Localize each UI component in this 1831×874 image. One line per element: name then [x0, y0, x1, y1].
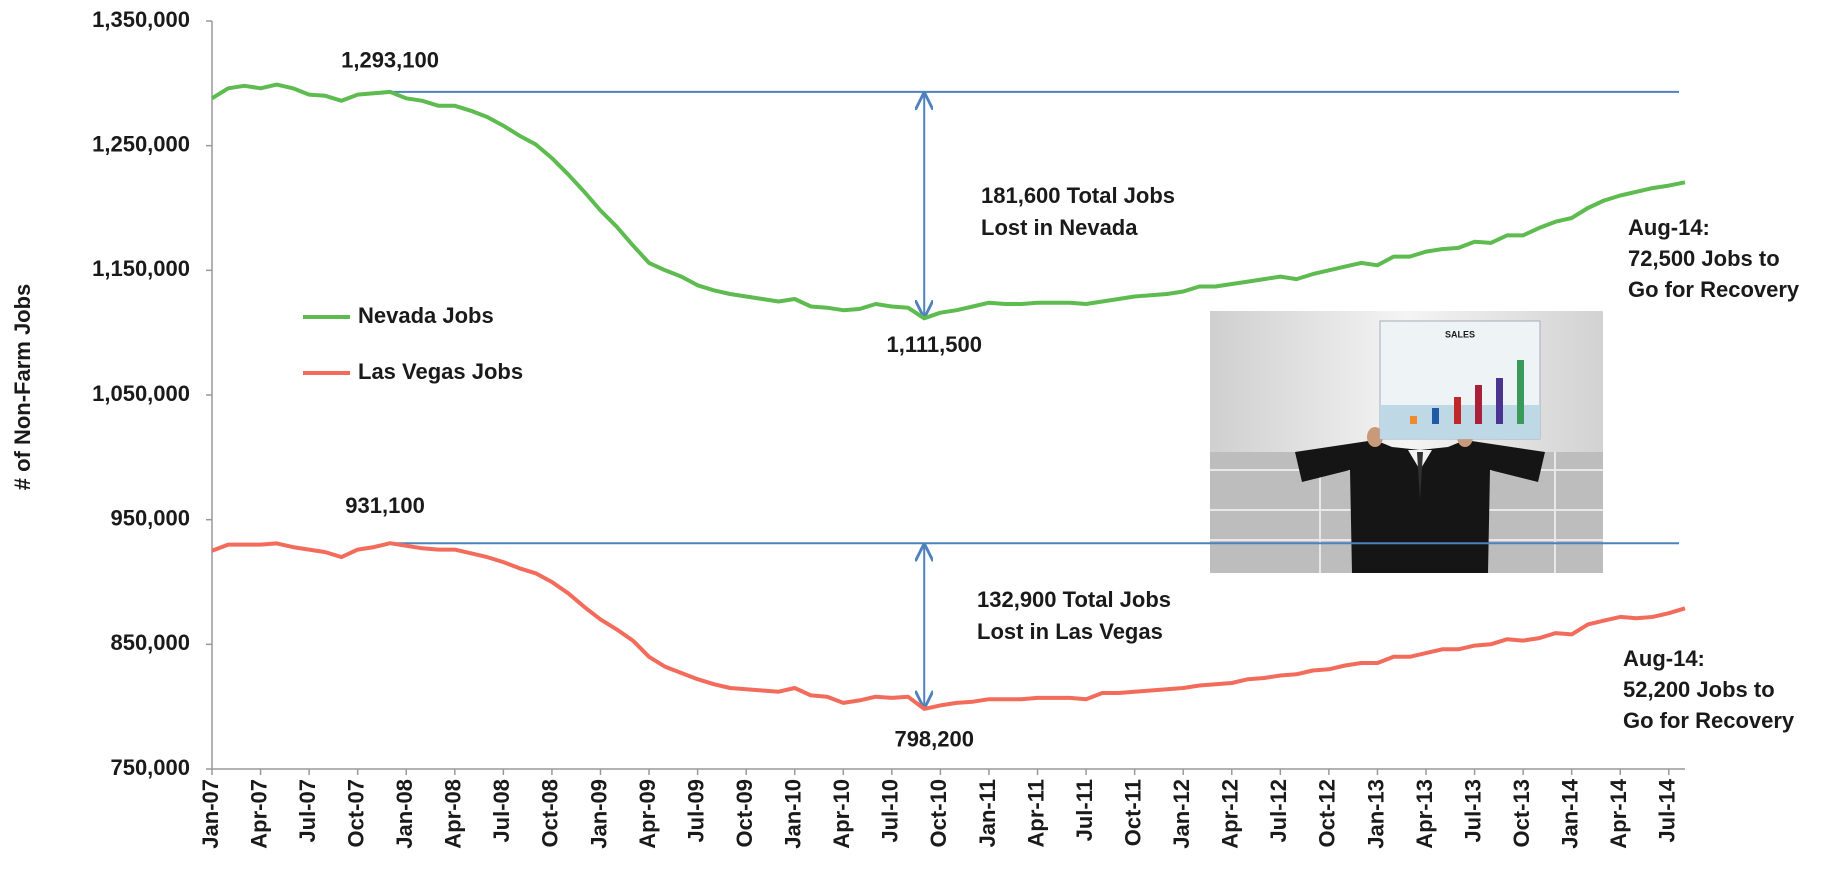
- annotation: Go for Recovery: [1628, 277, 1800, 302]
- x-tick-label: Apr-08: [441, 779, 466, 849]
- trough-label: 798,200: [894, 727, 974, 752]
- annotation: 72,500 Jobs to: [1628, 246, 1780, 271]
- x-tick-label: Jul-07: [295, 779, 320, 843]
- y-tick-label: 950,000: [110, 505, 190, 530]
- x-tick-label: Jan-10: [781, 779, 806, 849]
- x-tick-label: Oct-11: [1120, 779, 1145, 846]
- x-tick-label: Apr-11: [1023, 779, 1048, 847]
- x-tick-label: Jul-12: [1266, 779, 1291, 843]
- x-tick-label: Oct-09: [732, 779, 757, 847]
- annotation: Aug-14:: [1628, 215, 1710, 240]
- legend-label: Nevada Jobs: [358, 303, 494, 328]
- legend-label: Las Vegas Jobs: [358, 359, 523, 384]
- trough-label: 1,111,500: [886, 332, 981, 357]
- x-tick-label: Jan-14: [1558, 778, 1583, 848]
- photo: SALES: [1210, 311, 1603, 573]
- x-tick-label: Oct-10: [926, 779, 951, 847]
- x-tick-label: Jul-10: [878, 779, 903, 843]
- x-tick-label: Jan-12: [1169, 779, 1194, 849]
- y-tick-label: 1,250,000: [92, 131, 190, 156]
- x-tick-label: Jul-13: [1460, 779, 1485, 843]
- annotation: 132,900 Total Jobs: [977, 587, 1171, 612]
- x-tick-label: Oct-12: [1315, 779, 1340, 847]
- annotation: Aug-14:: [1623, 646, 1705, 671]
- x-tick-label: Apr-09: [635, 779, 660, 849]
- annotation: 52,200 Jobs to: [1623, 677, 1775, 702]
- peak-label: 931,100: [345, 493, 425, 518]
- y-tick-label: 850,000: [110, 630, 190, 655]
- y-tick-label: 1,150,000: [92, 256, 190, 281]
- annotation: Lost in Las Vegas: [977, 619, 1163, 644]
- sign-title: SALES: [1445, 329, 1475, 339]
- annotation: Go for Recovery: [1623, 708, 1795, 733]
- x-tick-label: Apr-14: [1606, 778, 1631, 848]
- series-line: [210, 82, 1686, 321]
- peak-label: 1,293,100: [341, 48, 439, 73]
- x-tick-label: Oct-07: [343, 779, 368, 847]
- x-tick-label: Jul-14: [1655, 778, 1680, 842]
- x-tick-label: Apr-13: [1412, 779, 1437, 849]
- y-axis-title: # of Non-Farm Jobs: [10, 284, 35, 491]
- x-tick-label: Jan-11: [975, 779, 1000, 848]
- series-line: [211, 541, 1686, 711]
- x-tick-label: Jan-09: [586, 779, 611, 849]
- x-tick-label: Apr-07: [246, 779, 271, 849]
- x-tick-label: Jul-09: [683, 779, 708, 843]
- x-tick-label: Jan-07: [198, 779, 223, 849]
- x-tick-label: Jan-08: [392, 779, 417, 849]
- x-tick-label: Jan-13: [1363, 779, 1388, 849]
- x-tick-label: Oct-13: [1509, 779, 1534, 847]
- annotation: Lost in Nevada: [981, 215, 1138, 240]
- x-tick-label: Apr-12: [1218, 779, 1243, 849]
- x-tick-label: Jul-11: [1072, 779, 1097, 841]
- annotation: 181,600 Total Jobs: [981, 183, 1175, 208]
- x-tick-label: Jul-08: [489, 779, 514, 843]
- x-tick-label: Oct-08: [538, 779, 563, 847]
- x-tick-label: Apr-10: [829, 779, 854, 849]
- y-tick-label: 1,350,000: [92, 7, 190, 32]
- y-tick-label: 1,050,000: [92, 381, 190, 406]
- y-tick-label: 750,000: [110, 755, 190, 780]
